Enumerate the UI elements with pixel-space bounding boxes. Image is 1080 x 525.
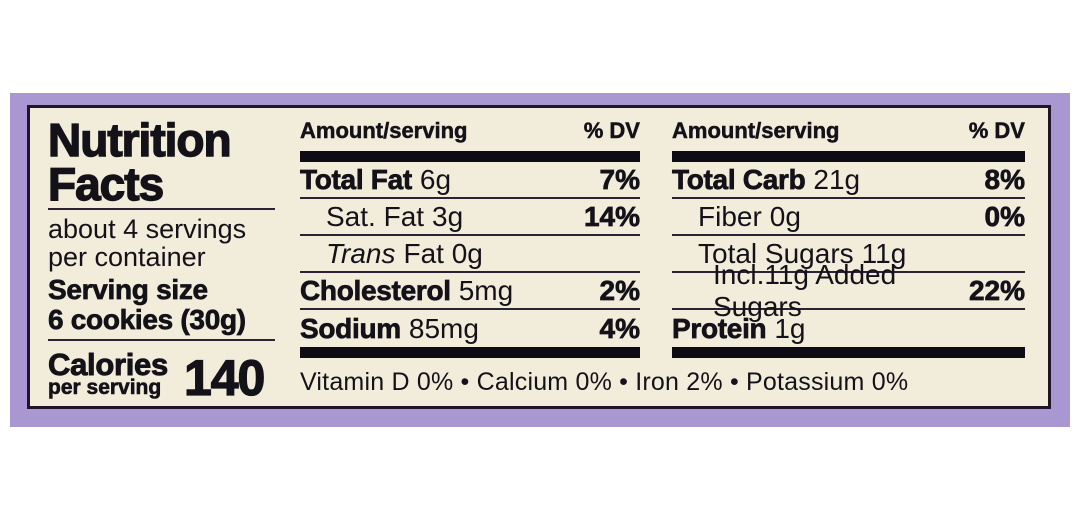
row-sodium: Sodium 85mg 4% bbox=[300, 310, 641, 347]
nutrient-name: Fiber bbox=[698, 200, 762, 232]
percent-dv-header: % DV bbox=[968, 118, 1025, 144]
nutrient-amount: 6g bbox=[419, 163, 452, 195]
calories-label: Calories bbox=[48, 347, 169, 382]
thick-bar bbox=[672, 151, 1025, 162]
nutrient-amount: 3g bbox=[432, 200, 464, 232]
nutrient-name: Total Sugars bbox=[698, 237, 854, 269]
column-header: Amount/serving % DV bbox=[300, 108, 641, 151]
thick-bar bbox=[300, 151, 640, 162]
row-total-carb: Total Carb 21g 8% bbox=[672, 162, 1025, 199]
nutrient-region: Amount/serving % DV Total Fat 6g 7% Sat.… bbox=[280, 108, 1048, 406]
nutrient-name: Total Carb bbox=[672, 163, 806, 195]
thick-bar bbox=[300, 347, 640, 358]
thick-bar bbox=[672, 347, 1025, 358]
servings-per-container: about 4 servings per container bbox=[48, 215, 280, 271]
nutrient-name: Cholesterol bbox=[300, 274, 452, 306]
percent-dv-header: % DV bbox=[583, 118, 640, 144]
nutrient-name: Sodium bbox=[300, 312, 402, 344]
title-line-2: Facts bbox=[47, 158, 165, 210]
row-trans-fat: Trans Fat 0g bbox=[300, 236, 640, 273]
serving-size: Serving size 6 cookies (30g) bbox=[48, 274, 280, 335]
calories-row: Calories per serving 140 bbox=[48, 347, 280, 406]
calories-value: 140 bbox=[183, 350, 266, 406]
servings-line-2: per container bbox=[48, 242, 206, 272]
serving-size-value: 6 cookies (30g) bbox=[48, 304, 247, 335]
nutrient-amount: 1g bbox=[774, 312, 806, 344]
nutrient-name: Total Fat bbox=[300, 163, 413, 195]
nutrient-amount: 0g bbox=[769, 200, 801, 232]
nutrient-amount: 5mg bbox=[458, 274, 514, 306]
nutrient-dv: 8% bbox=[984, 163, 1025, 195]
row-cholesterol: Cholesterol 5mg 2% bbox=[300, 273, 640, 310]
nutrient-dv: 14% bbox=[583, 200, 641, 232]
divider-rule bbox=[48, 208, 275, 210]
nutrient-dv: 2% bbox=[599, 274, 640, 306]
nutrient-amount: 11g bbox=[861, 237, 907, 269]
row-total-sugars: Total Sugars 11g bbox=[672, 236, 1025, 273]
nutrient-dv: 0% bbox=[984, 200, 1025, 232]
nutrition-facts-panel: Nutrition Facts about 4 servings per con… bbox=[27, 105, 1051, 409]
row-total-fat: Total Fat 6g 7% bbox=[300, 162, 640, 199]
nutrient-columns: Amount/serving % DV Total Fat 6g 7% Sat.… bbox=[300, 108, 1048, 358]
row-protein: Protein 1g bbox=[672, 310, 1025, 347]
calories-sublabel: per serving bbox=[48, 376, 162, 399]
nutrition-facts-title: Nutrition Facts bbox=[47, 114, 280, 210]
nutrient-name: Protein bbox=[672, 312, 767, 344]
row-fiber: Fiber 0g 0% bbox=[672, 199, 1025, 236]
nutrient-amount: 85mg bbox=[408, 312, 479, 344]
nutrient-dv: 7% bbox=[599, 163, 640, 195]
nutrient-column-carb: Amount/serving % DV Total Carb 21g 8% Fi… bbox=[672, 108, 1025, 358]
title-line-1: Nutrition bbox=[47, 114, 232, 166]
nutrient-amount: Fat 0g bbox=[403, 237, 483, 269]
nutrient-name: Incl.11g Added Sugars bbox=[713, 258, 897, 322]
row-added-sugars: Incl.11g Added Sugars 22% bbox=[672, 259, 1026, 322]
nutrient-column-fat: Amount/serving % DV Total Fat 6g 7% Sat.… bbox=[300, 108, 640, 358]
serving-info-column: Nutrition Facts about 4 servings per con… bbox=[30, 108, 280, 406]
amount-serving-header: Amount/serving bbox=[300, 118, 468, 144]
nutrient-dv: 4% bbox=[599, 312, 640, 344]
calories-labels: Calories per serving bbox=[48, 347, 169, 399]
servings-line-1: about 4 servings bbox=[48, 214, 247, 244]
nutrient-amount: 21g bbox=[813, 163, 861, 195]
serving-size-label: Serving size bbox=[48, 274, 209, 305]
divider-rule bbox=[48, 339, 275, 341]
nutrient-name: Sat. Fat bbox=[326, 200, 425, 232]
nutrient-name: Trans bbox=[326, 237, 396, 269]
vitamins-footer: Vitamin D 0% • Calcium 0% • Iron 2% • Po… bbox=[300, 368, 909, 396]
amount-serving-header: Amount/serving bbox=[672, 118, 840, 144]
label-card: Nutrition Facts about 4 servings per con… bbox=[10, 93, 1070, 427]
row-sat-fat: Sat. Fat 3g 14% bbox=[300, 199, 640, 236]
nutrient-dv: 22% bbox=[968, 274, 1026, 306]
column-header: Amount/serving % DV bbox=[672, 108, 1026, 151]
